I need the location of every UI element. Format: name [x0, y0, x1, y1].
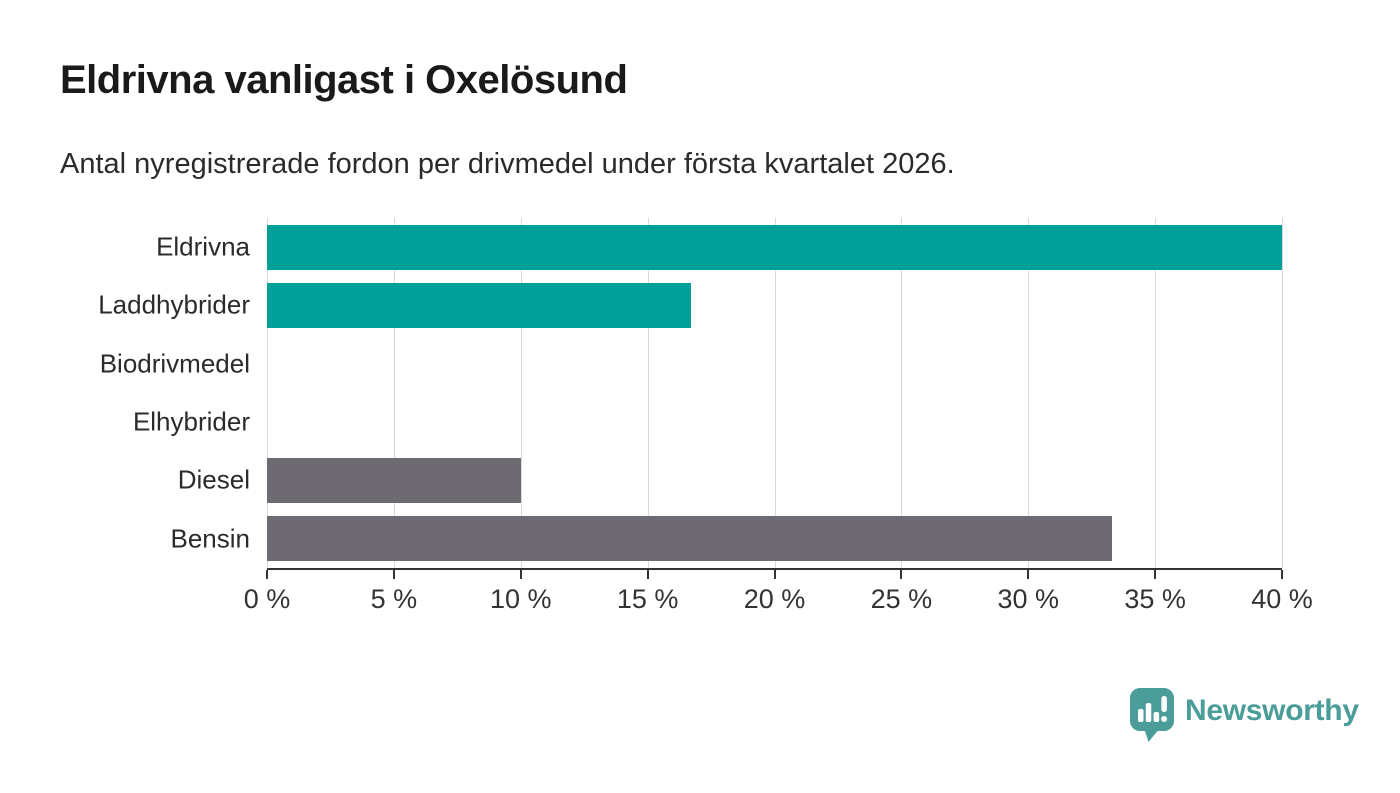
bar-diesel — [267, 457, 521, 504]
bar-row: Biodrivmedel — [0, 335, 1400, 393]
chart-title: Eldrivna vanligast i Oxelösund — [60, 58, 628, 102]
plot-area — [267, 218, 1283, 568]
bar-row: Diesel — [0, 451, 1400, 509]
bar-track — [267, 224, 1282, 270]
newsworthy-logo-text: Newsworthy — [1185, 694, 1359, 727]
gridline-35 — [1155, 218, 1157, 568]
category-label-laddhybrider: Laddhybrider — [98, 289, 250, 320]
bar-track — [267, 457, 1282, 504]
x-tick-mark-10 — [519, 570, 522, 579]
bar-laddhybrider — [267, 282, 691, 329]
bar-bensin — [267, 516, 1112, 562]
gridline-30 — [1028, 218, 1030, 568]
x-axis-line — [267, 568, 1282, 570]
x-tick-label-20: 20 % — [743, 584, 806, 614]
gridline-5 — [393, 218, 395, 568]
newsworthy-logo: Newsworthy — [1130, 688, 1359, 742]
bar-row: Laddhybrider — [0, 276, 1400, 334]
x-tick-label-5: 5 % — [370, 584, 418, 614]
x-tick-mark-15 — [646, 570, 649, 579]
bar-track — [267, 282, 1282, 329]
bar-row: Elhybrider — [0, 393, 1400, 451]
gridline-25 — [901, 218, 903, 568]
gridline-10 — [520, 218, 522, 568]
category-label-biodrivmedel: Biodrivmedel — [99, 348, 250, 379]
x-tick-mark-0 — [266, 570, 268, 579]
bar-rows: Eldrivna Laddhybrider Biodrivmedel Elhybrid… — [0, 218, 1400, 568]
x-tick-label-0: 0 % — [243, 584, 291, 614]
x-tick-mark-25 — [900, 570, 903, 579]
x-tick-label-15: 15 % — [616, 584, 679, 614]
bar-track — [267, 516, 1282, 562]
bar-track — [267, 399, 1282, 444]
chart-subtitle: Antal nyregistrerade fordon per drivmede… — [60, 148, 955, 180]
category-label-eldrivna: Eldrivna — [156, 231, 250, 262]
category-label-bensin: Bensin — [170, 523, 251, 554]
category-label-elhybrider: Elhybrider — [132, 406, 250, 437]
x-tick-mark-40 — [1281, 570, 1283, 579]
x-tick-label-30: 30 % — [997, 584, 1060, 614]
bar-row: Bensin — [0, 510, 1400, 568]
x-tick-mark-30 — [1027, 570, 1030, 579]
gridline-0 — [267, 218, 268, 568]
x-tick-label-35: 35 % — [1124, 584, 1186, 614]
bar-eldrivna — [267, 224, 1282, 270]
gridline-15 — [647, 218, 649, 568]
x-tick-label-25: 25 % — [870, 584, 933, 614]
bar-row: Eldrivna — [0, 218, 1400, 276]
gridline-40 — [1282, 218, 1283, 568]
bar-chart: Eldrivna Laddhybrider Biodrivmedel Elhybrid… — [0, 218, 1400, 638]
x-tick-mark-5 — [392, 570, 395, 579]
x-tick-label-40: 40 % — [1251, 584, 1313, 614]
gridline-20 — [774, 218, 776, 568]
newsworthy-pin-barchart-icon — [1130, 688, 1174, 742]
category-label-diesel: Diesel — [177, 464, 250, 495]
x-tick-mark-20 — [773, 570, 776, 579]
x-tick-label-10: 10 % — [489, 584, 552, 614]
bar-track — [267, 341, 1282, 386]
x-tick-mark-35 — [1154, 570, 1157, 579]
